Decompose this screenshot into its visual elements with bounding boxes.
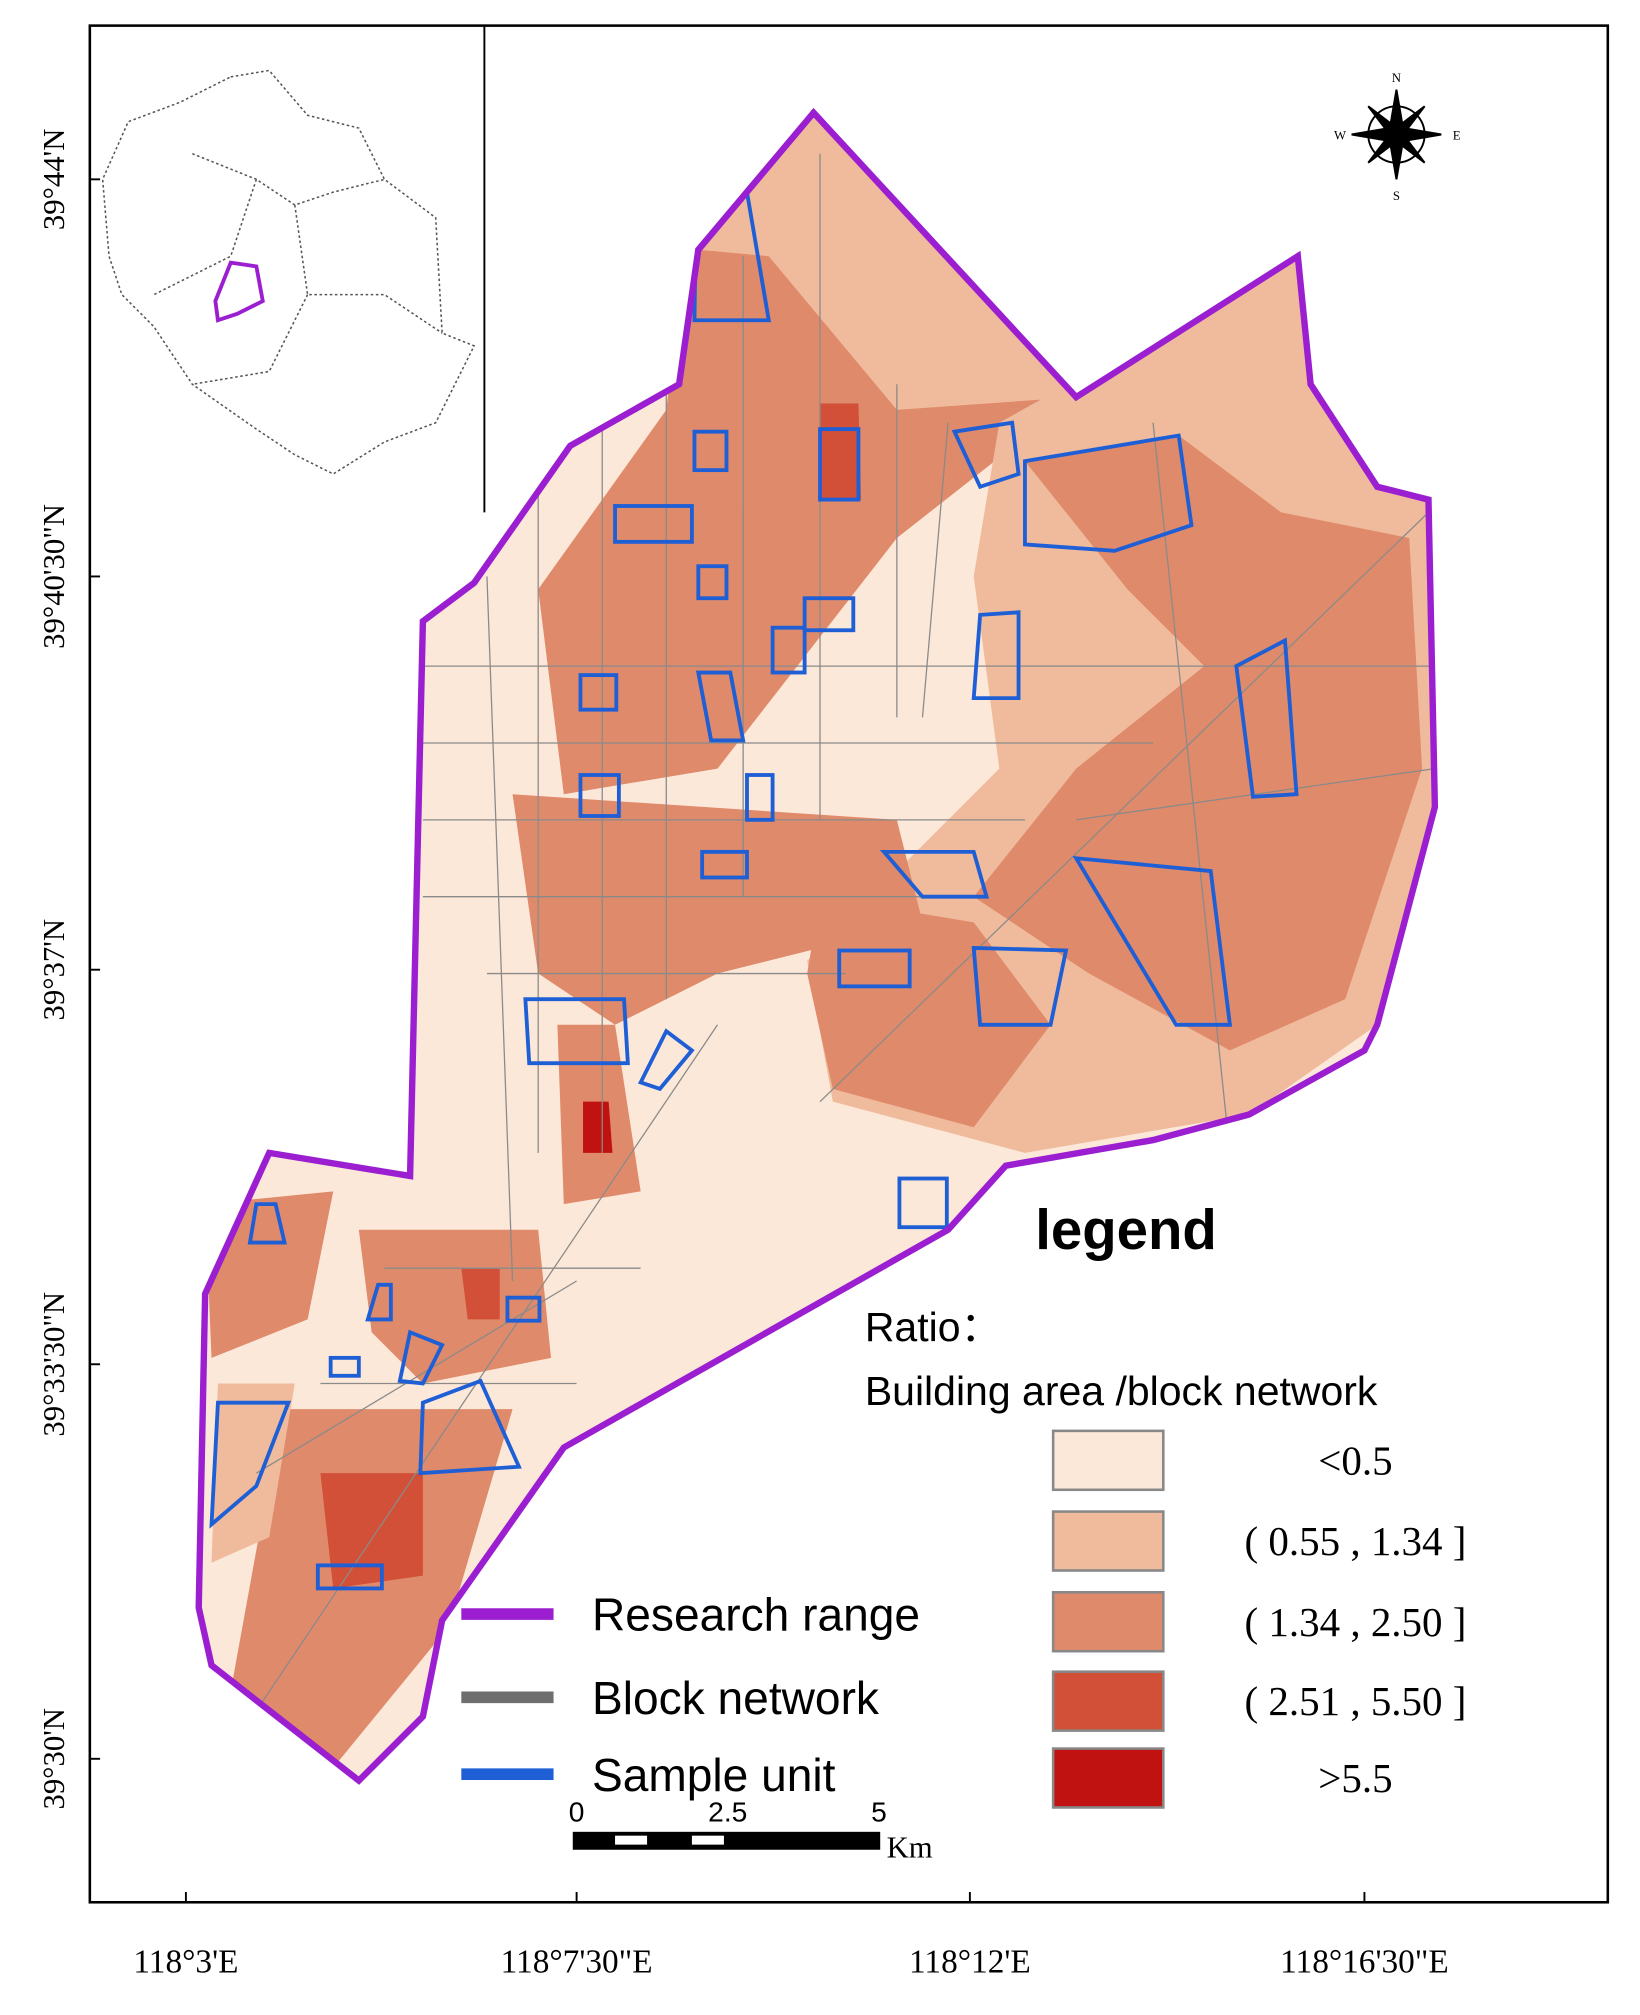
inset-research-area	[213, 260, 265, 323]
legend-swatch	[1051, 1510, 1165, 1572]
latitude-label: 39°37'N	[37, 919, 71, 1021]
block-zone	[807, 896, 1051, 1128]
sample-units	[209, 188, 1299, 1591]
inset-districts	[153, 153, 443, 386]
research-range-outline	[195, 107, 1439, 1785]
latitude-label: 39°40'30"N	[37, 504, 71, 649]
latitude-label: 39°33'30"N	[37, 1292, 71, 1437]
block-zone	[205, 1191, 334, 1358]
scale-bar-segment	[615, 1835, 648, 1845]
longitude-label: 118°16'30"E	[1280, 1944, 1449, 1981]
legend-class-label: <0.5	[1318, 1437, 1392, 1483]
scale-unit: Km	[887, 1830, 933, 1864]
legend-class-label: ( 0.55 , 1.34 ]	[1244, 1518, 1466, 1564]
legend: legend Ratio： Building area /block netwo…	[461, 1198, 1466, 1809]
compass-label: E	[1453, 129, 1461, 143]
legend-swatch	[1051, 1429, 1165, 1492]
scale-bar: 0 2.5 5Km	[569, 1796, 933, 1865]
legend-line-label: Sample unit	[592, 1749, 836, 1801]
compass-label: S	[1393, 189, 1400, 203]
inset-outline	[101, 69, 476, 475]
legend-line-label: Research range	[592, 1589, 920, 1641]
compass-label: W	[1334, 129, 1347, 143]
study-area	[198, 112, 1435, 1781]
legend-line-label: Block network	[592, 1672, 880, 1724]
inset-map	[101, 25, 486, 513]
legend-swatch	[1051, 1670, 1165, 1732]
scale-bar-segment	[691, 1835, 724, 1845]
scale-label: 5	[871, 1796, 887, 1828]
block-zone	[583, 1101, 613, 1153]
scale-bar-body	[572, 1831, 881, 1850]
block-zone	[820, 403, 861, 500]
block-zone	[461, 1268, 500, 1320]
legend-title: legend	[1035, 1198, 1217, 1261]
legend-class-label: >5.5	[1318, 1755, 1392, 1801]
legend-subtitle: Building area /block network	[865, 1368, 1378, 1414]
legend-swatch	[1051, 1747, 1165, 1809]
scale-label: 2.5	[708, 1796, 747, 1828]
block-zone	[512, 794, 923, 1025]
longitude-label: 118°7'30"E	[501, 1944, 653, 1981]
compass-label: N	[1392, 71, 1401, 85]
longitude-label: 118°12'E	[909, 1944, 1031, 1981]
compass: N S W E	[1334, 71, 1461, 203]
legend-class-label: ( 1.34 , 2.50 ]	[1244, 1599, 1466, 1645]
compass-needle	[1367, 105, 1426, 164]
coordinate-labels: 39°44'N 39°40'30"N 39°37'N 39°33'30"N 39°30'…	[37, 129, 1448, 1981]
block-zone	[698, 112, 1077, 410]
longitude-label: 118°3'E	[133, 1944, 238, 1981]
latitude-label: 39°44'N	[37, 129, 71, 230]
block-zone	[320, 1473, 423, 1589]
legend-class-label: ( 2.51 , 5.50 ]	[1244, 1678, 1466, 1724]
legend-subtitle: Ratio：	[865, 1304, 1002, 1350]
latitude-label: 39°30'N	[37, 1708, 71, 1810]
block-zone	[973, 435, 1423, 1051]
legend-swatch	[1051, 1590, 1165, 1653]
block-zone	[211, 1383, 295, 1563]
scale-label: 0	[569, 1796, 585, 1828]
